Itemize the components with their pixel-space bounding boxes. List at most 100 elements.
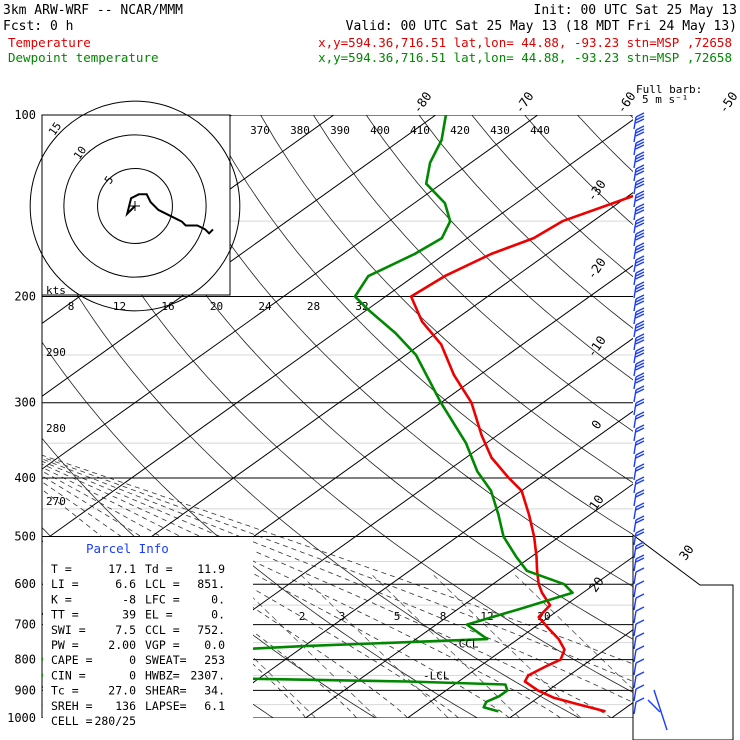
pressure-tick-label: 900 bbox=[14, 683, 36, 697]
barb-shaft bbox=[633, 519, 637, 533]
sounding-profiles bbox=[42, 115, 633, 713]
wind-barb bbox=[633, 203, 645, 221]
barb-shaft bbox=[633, 441, 637, 455]
barb-flag bbox=[635, 151, 645, 157]
parcel-left-label: LI = bbox=[51, 577, 79, 591]
parcel-left-value: -8 bbox=[122, 592, 136, 606]
barb-flag bbox=[635, 300, 645, 306]
wind-barb bbox=[633, 658, 645, 676]
parcel-right-value: 253 bbox=[204, 653, 225, 667]
barb-flag bbox=[635, 541, 645, 547]
parcel-right-value: 0. bbox=[211, 592, 225, 606]
parcel-right-label: Td = bbox=[145, 562, 173, 576]
hodograph-ring-label: 15 bbox=[46, 120, 64, 138]
barb-flag bbox=[635, 336, 645, 342]
theta-e-label: 400 bbox=[370, 124, 390, 137]
barb-flag bbox=[635, 196, 645, 202]
wind-barb bbox=[633, 385, 645, 403]
barb-shaft bbox=[633, 675, 637, 689]
barb-flag bbox=[635, 476, 645, 482]
barb-shaft bbox=[633, 584, 637, 598]
parcel-right-value: 0.0 bbox=[204, 638, 225, 652]
barb-flag bbox=[635, 333, 645, 339]
dry-adiabat bbox=[736, 115, 740, 718]
parcel-info-title: Parcel Info bbox=[86, 541, 169, 556]
barb-shaft bbox=[633, 142, 637, 156]
parcel-left-label: CIN = bbox=[51, 668, 86, 682]
barb-shaft bbox=[633, 376, 637, 390]
wind-barb bbox=[633, 242, 645, 260]
barb-flag bbox=[635, 112, 645, 118]
barb-flag bbox=[635, 505, 645, 511]
barb-shaft bbox=[633, 688, 637, 702]
barb-shaft bbox=[633, 272, 637, 286]
barb-flag bbox=[635, 411, 645, 417]
parcel-left-label: K = bbox=[51, 592, 72, 606]
barb-flag bbox=[635, 310, 645, 316]
barb-shaft bbox=[633, 701, 637, 715]
parcel-row: T = 17.1 Td = 11.9 bbox=[51, 562, 225, 576]
theta-label: 16 bbox=[161, 300, 174, 313]
valid-time: Valid: 00 UTC Sat 25 May 13 (18 MDT Fri … bbox=[346, 19, 737, 34]
pressure-tick-label: 700 bbox=[14, 618, 36, 632]
wind-barb bbox=[633, 398, 645, 416]
barb-flag bbox=[635, 385, 645, 391]
isotherm bbox=[42, 119, 633, 543]
barb-flag bbox=[635, 632, 645, 638]
wind-barb bbox=[633, 125, 645, 143]
theta-left-label: 290 bbox=[46, 346, 66, 359]
barb-flag bbox=[635, 320, 645, 326]
parcel-right-label: SWEAT= bbox=[145, 653, 187, 667]
parcel-row: SREH = 136 LAPSE= 6.1 bbox=[51, 699, 225, 713]
pressure-tick-label: 200 bbox=[14, 290, 36, 304]
barb-shaft bbox=[633, 337, 637, 351]
barb-flag bbox=[635, 190, 645, 196]
barb-flag bbox=[635, 255, 645, 261]
barb-flag bbox=[635, 427, 645, 433]
dry-adiabat bbox=[49, 115, 633, 693]
pressure-tick-label: 600 bbox=[14, 577, 36, 591]
barb-flag bbox=[635, 528, 645, 534]
wind-barb bbox=[633, 216, 645, 234]
dewpoint-profile bbox=[42, 115, 574, 713]
barb-flag bbox=[635, 567, 645, 573]
barb-flag bbox=[635, 463, 645, 469]
barb-flag bbox=[635, 222, 645, 228]
barb-shaft bbox=[633, 623, 637, 637]
dry-adiabat bbox=[42, 231, 580, 718]
mixing-ratio-line bbox=[515, 575, 633, 690]
hodograph-units: kts bbox=[46, 284, 66, 297]
pressure-tick-label: 800 bbox=[14, 653, 36, 667]
theta-left-label: 270 bbox=[46, 495, 66, 508]
wind-barb bbox=[633, 476, 645, 494]
wind-barb bbox=[633, 359, 645, 377]
barb-flag bbox=[635, 248, 645, 254]
isotherm-label: -60 bbox=[613, 89, 638, 116]
barb-panel bbox=[632, 534, 734, 740]
mixing-ratio-line bbox=[433, 575, 582, 718]
parcel-panel-bg bbox=[43, 537, 253, 718]
barb-shaft bbox=[633, 298, 637, 312]
wind-barb bbox=[633, 502, 645, 520]
barb-shaft bbox=[633, 324, 637, 338]
parcel-left-value: 27.0 bbox=[108, 684, 136, 698]
barb-flag bbox=[635, 287, 645, 293]
wind-barb bbox=[633, 190, 645, 208]
barb-flag bbox=[635, 242, 645, 248]
wind-barb bbox=[633, 294, 645, 312]
parcel-right-value: 11.9 bbox=[197, 562, 225, 576]
barb-shaft bbox=[633, 402, 637, 416]
forecast-hour: Fcst: 0 h bbox=[3, 19, 73, 34]
wind-barb bbox=[633, 554, 645, 572]
temperature-legend: Temperature bbox=[8, 35, 91, 50]
parcel-left-value: 7.5 bbox=[115, 623, 136, 637]
barb-shaft bbox=[633, 311, 637, 325]
hodograph-ring-label: 10 bbox=[71, 144, 89, 162]
barb-shaft bbox=[633, 610, 637, 624]
barb-flag bbox=[635, 180, 645, 186]
barb-flag bbox=[635, 453, 645, 459]
parcel-row: K = -8 LFC = 0. bbox=[51, 592, 225, 606]
parcel-right-value: 6.1 bbox=[204, 699, 225, 713]
